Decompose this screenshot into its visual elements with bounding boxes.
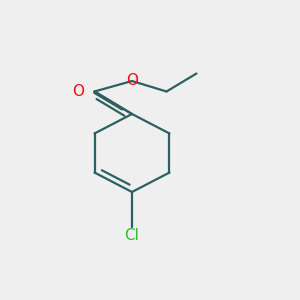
Text: O: O (126, 73, 138, 88)
Text: Cl: Cl (124, 228, 140, 243)
Text: O: O (72, 84, 84, 99)
